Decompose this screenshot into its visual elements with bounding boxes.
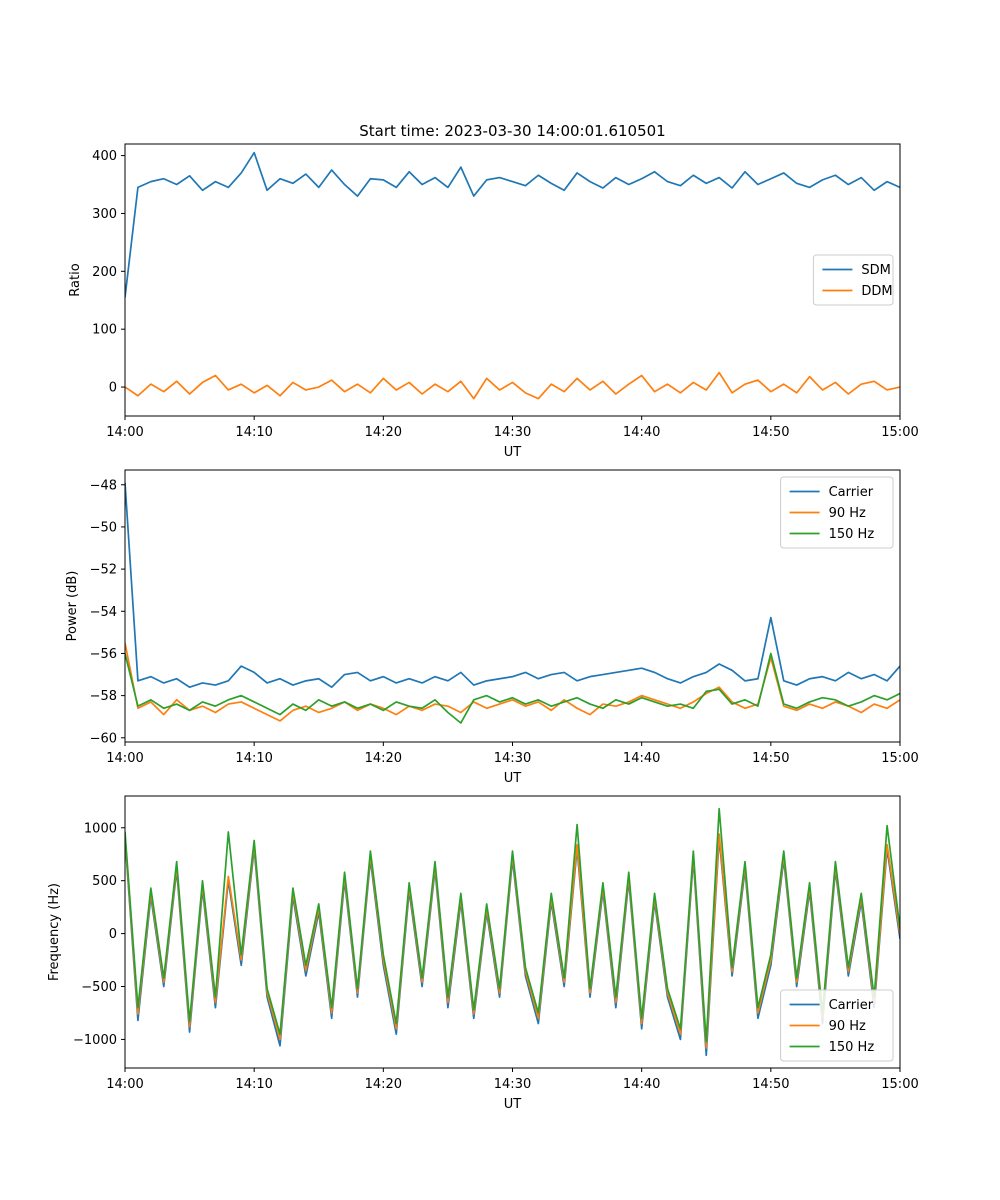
ratio-series-sdm-line bbox=[125, 151, 900, 298]
power-panel: 14:00 14:10 14:20 14:30 14:40 14:50 15:00 −48 −5… bbox=[65, 469, 919, 786]
power-x-tick-label: 14:40 bbox=[623, 751, 660, 766]
ratio-x-tick-label: 14:00 bbox=[106, 425, 143, 440]
frequency-x-tick-label: 14:40 bbox=[623, 1077, 660, 1092]
power-x-tick-label: 14:00 bbox=[106, 751, 143, 766]
ratio-series-ddm-line bbox=[125, 371, 900, 400]
frequency-legend-box bbox=[780, 989, 894, 1062]
power-x-tick-label: 15:00 bbox=[881, 751, 918, 766]
power-y-tick-label: −54 bbox=[90, 605, 117, 620]
ratio-x-tick-label: 14:40 bbox=[623, 425, 660, 440]
frequency-x-tick-label: 14:50 bbox=[752, 1077, 789, 1092]
frequency-panel: 14:00 14:10 14:20 14:30 14:40 14:50 15:00 1000 5… bbox=[47, 795, 919, 1112]
chart-title: Start time: 2023-03-30 14:00:01.610501 bbox=[359, 122, 665, 140]
power-y-tick-label: −56 bbox=[90, 647, 117, 662]
power-legend-label: Carrier bbox=[829, 485, 874, 500]
ratio-x-tick-label: 14:50 bbox=[752, 425, 789, 440]
frequency-y-tick-label: 1000 bbox=[84, 821, 117, 836]
frequency-legend-label: Carrier bbox=[829, 998, 874, 1013]
power-x-tick-label: 14:20 bbox=[365, 751, 402, 766]
frequency-x-axis-label: UT bbox=[504, 1097, 522, 1112]
frequency-legend-label: 150 Hz bbox=[829, 1040, 875, 1055]
power-series-carrier-line bbox=[125, 482, 900, 689]
ratio-legend-box bbox=[812, 254, 894, 306]
power-y-tick-label: −60 bbox=[90, 731, 117, 746]
power-y-tick-label: −52 bbox=[90, 563, 117, 578]
frequency-y-tick-label: 500 bbox=[92, 874, 117, 889]
power-legend-box bbox=[780, 476, 894, 549]
ratio-y-tick-label: 300 bbox=[92, 207, 117, 222]
power-x-axis-label: UT bbox=[504, 771, 522, 786]
ratio-legend-label: DDM bbox=[861, 284, 892, 299]
frequency-y-tick-label: 0 bbox=[109, 927, 117, 942]
frequency-y-tick-label: −1000 bbox=[73, 1033, 117, 1048]
power-legend-label: 150 Hz bbox=[829, 527, 875, 542]
ratio-y-tick-label: 200 bbox=[92, 265, 117, 280]
frequency-x-tick-label: 14:20 bbox=[365, 1077, 402, 1092]
frequency-legend-label: 90 Hz bbox=[829, 1019, 866, 1034]
ratio-x-tick-label: 14:20 bbox=[365, 425, 402, 440]
ratio-y-tick-label: 100 bbox=[92, 323, 117, 338]
frequency-y-axis-label: Frequency (Hz) bbox=[47, 883, 62, 981]
power-y-tick-label: −50 bbox=[90, 520, 117, 535]
power-legend: Carrier 90 Hz 150 Hz bbox=[780, 476, 894, 549]
power-series-90-hz-line bbox=[125, 642, 900, 722]
ratio-x-tick-label: 15:00 bbox=[881, 425, 918, 440]
power-y-tick-label: −48 bbox=[90, 478, 117, 493]
power-y-axis-label: Power (dB) bbox=[65, 571, 80, 642]
power-series-150-hz-line bbox=[125, 652, 900, 724]
ratio-x-tick-label: 14:30 bbox=[494, 425, 531, 440]
ratio-legend-label: SDM bbox=[861, 263, 890, 278]
ratio-x-tick-label: 14:10 bbox=[235, 425, 272, 440]
power-x-tick-label: 14:10 bbox=[235, 751, 272, 766]
frequency-series-150-hz-line bbox=[125, 807, 900, 1043]
power-y-tick-label: −58 bbox=[90, 689, 117, 704]
ratio-x-axis-label: UT bbox=[504, 445, 522, 460]
frequency-x-tick-label: 14:30 bbox=[494, 1077, 531, 1092]
power-x-tick-label: 14:30 bbox=[494, 751, 531, 766]
frequency-y-tick-label: −500 bbox=[81, 980, 117, 995]
ratio-y-axis-label: Ratio bbox=[68, 263, 83, 296]
ratio-panel: 14:00 14:10 14:20 14:30 14:40 14:50 15:00 400 30… bbox=[68, 143, 919, 460]
power-x-tick-label: 14:50 bbox=[752, 751, 789, 766]
frequency-x-tick-label: 15:00 bbox=[881, 1077, 918, 1092]
frequency-x-tick-label: 14:00 bbox=[106, 1077, 143, 1092]
ratio-y-tick-label: 0 bbox=[109, 381, 117, 396]
ratio-legend: SDM DDM bbox=[812, 254, 894, 306]
frequency-x-tick-label: 14:10 bbox=[235, 1077, 272, 1092]
power-legend-label: 90 Hz bbox=[829, 506, 866, 521]
ratio-y-tick-label: 400 bbox=[92, 149, 117, 164]
frequency-legend: Carrier 90 Hz 150 Hz bbox=[780, 989, 894, 1062]
